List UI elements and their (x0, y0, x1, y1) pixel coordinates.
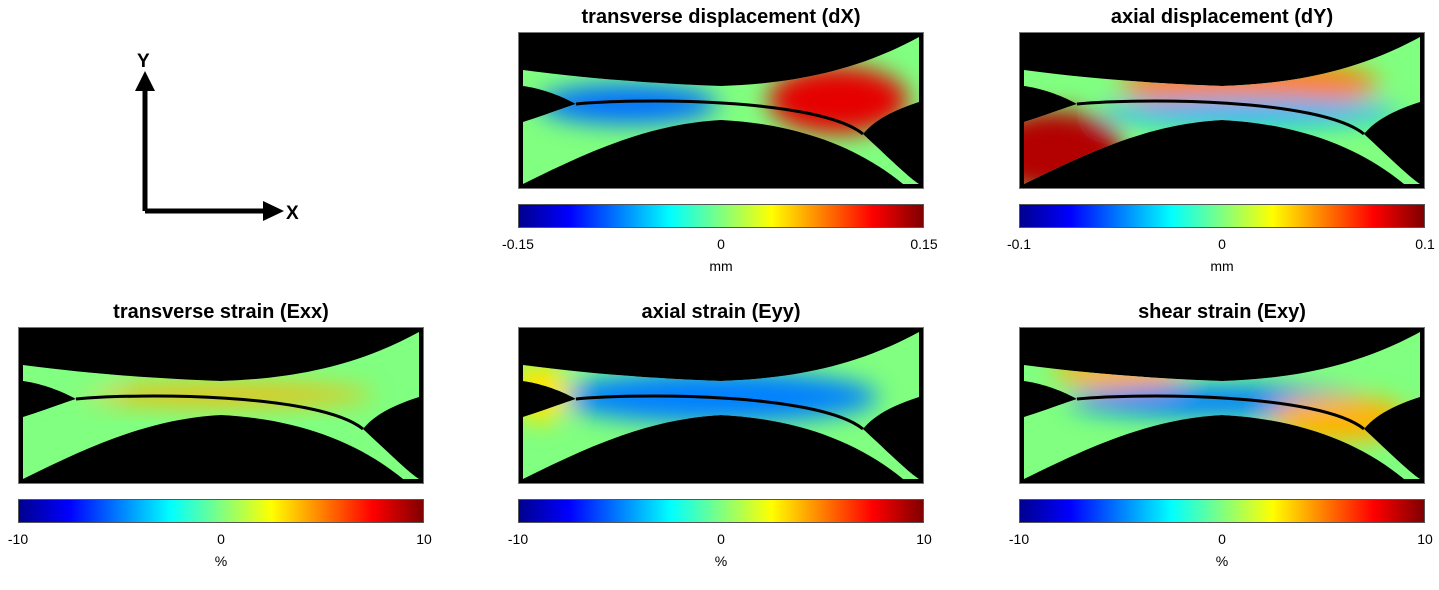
panel-dx: transverse displacement (dX) -0.15 0 0.1… (502, 5, 938, 295)
heatmap-exy (1019, 327, 1425, 484)
colorbar-unit-label: % (214, 553, 228, 569)
heatmap-exx (18, 327, 424, 484)
colorbar-tick-min: -0.15 (502, 236, 534, 252)
colorbar (1019, 204, 1425, 228)
colorbar-tick-min: -0.1 (1006, 236, 1032, 252)
colorbar-tick-max: 10 (1417, 531, 1433, 547)
colorbar-unit-label: % (1215, 553, 1229, 569)
colorbar-tick-max: 10 (416, 531, 432, 547)
colorbar-tick-mid: 0 (217, 531, 225, 547)
colorbar-tick-min: -10 (507, 531, 529, 547)
colorbar (1019, 499, 1425, 523)
xy-axes-icon: Y X (135, 51, 299, 224)
colorbar-tick-min: -10 (7, 531, 29, 547)
colorbar-unit-label: % (714, 553, 728, 569)
panel-title: axial strain (Eyy) (641, 301, 801, 323)
colorbar (518, 204, 924, 228)
panel-title: axial displacement (dY) (1110, 6, 1334, 28)
colorbar-tick-max: 0.1 (1415, 236, 1435, 252)
panel-eyy: axial strain (Eyy) -10 0 10 % (508, 300, 932, 590)
heatmap-region (768, 66, 908, 134)
panel-dy: axial displacement (dY) -0.1 0 0.1 mm (1007, 5, 1435, 295)
colorbar (18, 499, 424, 523)
colorbar-tick-mid: 0 (717, 531, 725, 547)
colorbar-tick-mid: 0 (717, 236, 725, 252)
colorbar-unit-label: mm (1210, 258, 1234, 274)
heatmap-dx (518, 32, 924, 189)
colorbar-tick-min: -10 (1008, 531, 1030, 547)
heatmap-dy (1019, 32, 1425, 189)
colorbar-unit-label: mm (709, 258, 733, 274)
heatmap-region (73, 385, 373, 405)
colorbar-tick-max: 0.15 (910, 236, 938, 252)
panel-exy: shear strain (Exy) -10 0 10 % (1009, 300, 1433, 590)
heatmap-eyy (518, 327, 924, 484)
colorbar-tick-max: 10 (916, 531, 932, 547)
y-axis-label: Y (137, 51, 150, 72)
heatmap-region (1099, 98, 1399, 126)
heatmap-region (538, 84, 718, 124)
colorbar-tick-mid: 0 (1218, 236, 1226, 252)
panel-title: transverse displacement (dX) (581, 6, 861, 28)
panel-exx: transverse strain (Exx) -10 0 10 % (8, 300, 432, 590)
x-axis-label: X (286, 203, 299, 224)
panel-title: shear strain (Exy) (1138, 301, 1306, 323)
panel-title: transverse strain (Exx) (113, 301, 329, 323)
colorbar (518, 499, 924, 523)
colorbar-tick-mid: 0 (1218, 531, 1226, 547)
